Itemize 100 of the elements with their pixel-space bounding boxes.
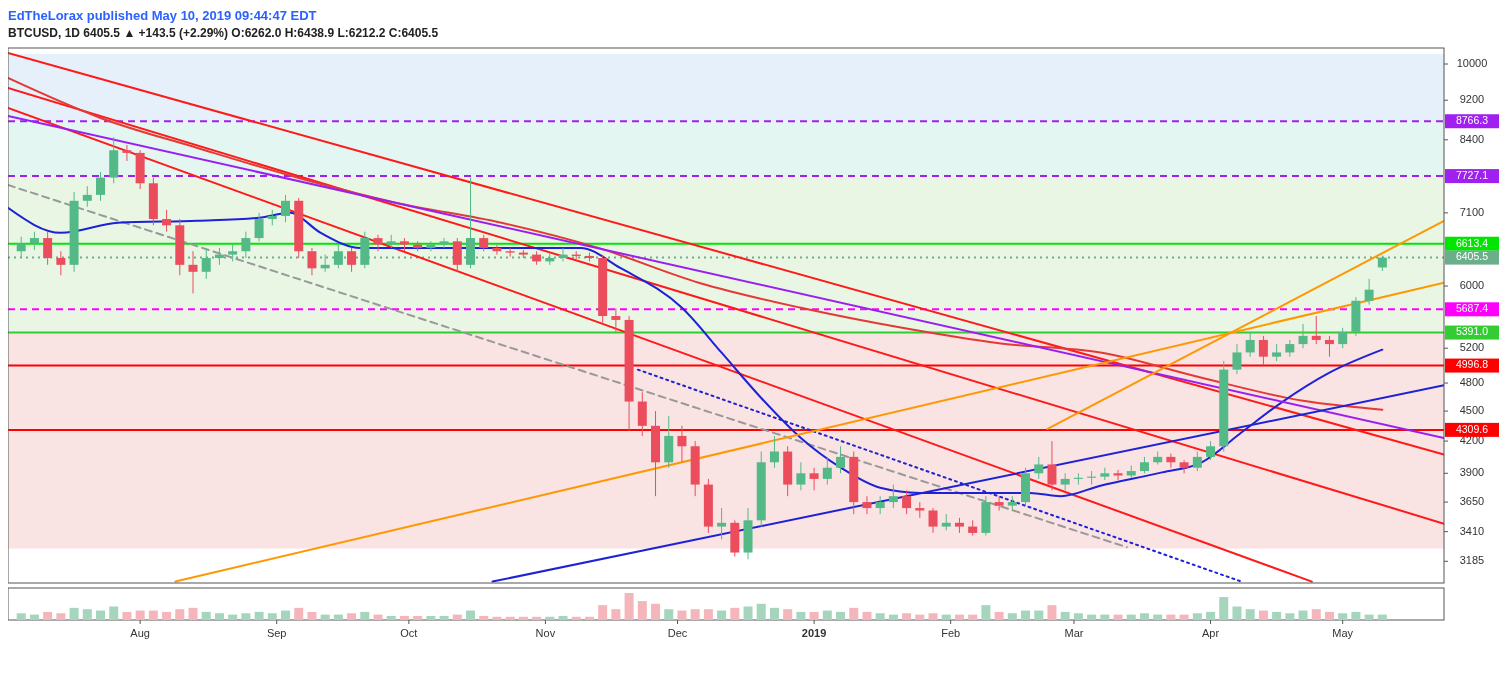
bar [82, 609, 92, 620]
bar [743, 606, 753, 620]
bar [849, 607, 859, 620]
bar [426, 615, 436, 620]
bar [1324, 611, 1334, 620]
candlestick [1324, 335, 1334, 358]
bar [1206, 611, 1216, 620]
candlestick [822, 456, 832, 486]
bar [214, 613, 224, 620]
bar [1364, 614, 1374, 620]
bar [558, 615, 568, 620]
candlestick [1192, 451, 1202, 472]
bar [532, 616, 542, 620]
bar [598, 605, 608, 620]
bar [809, 611, 819, 620]
y-tick-label: 10000 [1456, 56, 1488, 69]
bar [413, 615, 423, 620]
bar [228, 614, 238, 620]
candlestick [492, 244, 502, 256]
bar [518, 616, 528, 620]
candlestick [188, 250, 198, 294]
candlestick [611, 307, 621, 333]
bar [994, 611, 1004, 620]
bar [1192, 613, 1202, 620]
candlestick [836, 445, 846, 474]
y-tick-label: 4500 [1459, 403, 1485, 416]
bar [637, 601, 647, 620]
candlestick [56, 250, 66, 276]
bar [56, 613, 66, 620]
candlestick [201, 247, 211, 280]
bar [1258, 610, 1268, 620]
bar [822, 610, 832, 620]
bar [175, 609, 185, 620]
candlestick [1166, 453, 1176, 469]
chart-title: EdTheLorax published May 10, 2019 09:44:47 EDT [8, 8, 317, 23]
candlestick [162, 209, 172, 233]
bar [16, 613, 26, 620]
candlestick [1338, 327, 1348, 349]
bar [505, 616, 515, 620]
candlestick [439, 237, 449, 249]
bar [571, 616, 581, 620]
bar [1153, 614, 1163, 620]
y-tick-label: 7100 [1459, 205, 1485, 218]
bar [611, 609, 621, 620]
bar [347, 613, 357, 620]
candlestick [862, 495, 872, 515]
bar [783, 609, 793, 620]
bar [1338, 613, 1348, 620]
bar [1272, 611, 1282, 620]
bar [677, 610, 687, 620]
bar [690, 609, 700, 620]
candlestick [796, 461, 806, 491]
candlestick [1245, 331, 1255, 358]
ref-line-label: 6405.5 [1455, 250, 1489, 263]
ref-line-label: 5391.0 [1455, 325, 1489, 338]
bar [1113, 614, 1123, 620]
bar [888, 614, 898, 620]
x-tick-label: Feb [941, 627, 961, 639]
candlestick [769, 435, 779, 469]
y-tick-label: 8400 [1459, 132, 1485, 145]
candlestick [29, 231, 39, 251]
bar [1139, 613, 1149, 620]
bar [135, 610, 145, 620]
bar [333, 614, 343, 620]
bar [96, 610, 105, 620]
chart-subtitle: BTCUSD, 1D 6405.5 ▲ +143.5 (+2.29%) O:6262.0 H:6438.9 L:6212.2 C:6405.5 [8, 26, 439, 40]
candlestick [43, 231, 53, 266]
ref-line-label: 5687.4 [1455, 302, 1489, 315]
candlestick [241, 231, 251, 259]
bar [452, 614, 462, 620]
bar [968, 614, 978, 620]
y-tick-label: 6000 [1459, 278, 1485, 291]
bar [584, 616, 594, 620]
bar [875, 613, 885, 620]
ref-line-label: 8766.3 [1455, 114, 1489, 127]
bar [43, 611, 53, 620]
bar [796, 611, 806, 620]
ref-line-label: 4996.8 [1455, 358, 1489, 371]
bar [148, 610, 158, 620]
candlestick [888, 484, 898, 509]
bar [756, 603, 766, 620]
candlestick [558, 247, 568, 262]
bar [730, 607, 740, 620]
bar [29, 614, 39, 620]
bar [439, 615, 449, 620]
x-tick-label: May [1332, 627, 1354, 639]
bar [267, 613, 277, 620]
x-tick-label: Apr [1201, 627, 1220, 639]
bar [254, 611, 264, 620]
candlestick [254, 212, 264, 242]
bar [902, 613, 912, 620]
candlestick [677, 425, 687, 463]
candlestick [333, 244, 343, 269]
bar [664, 609, 674, 620]
candlestick [426, 240, 436, 252]
bar [717, 610, 727, 620]
bar [1166, 614, 1176, 620]
candlestick [1073, 472, 1083, 486]
candlestick [373, 234, 383, 252]
y-tick-label: 3650 [1459, 494, 1485, 507]
